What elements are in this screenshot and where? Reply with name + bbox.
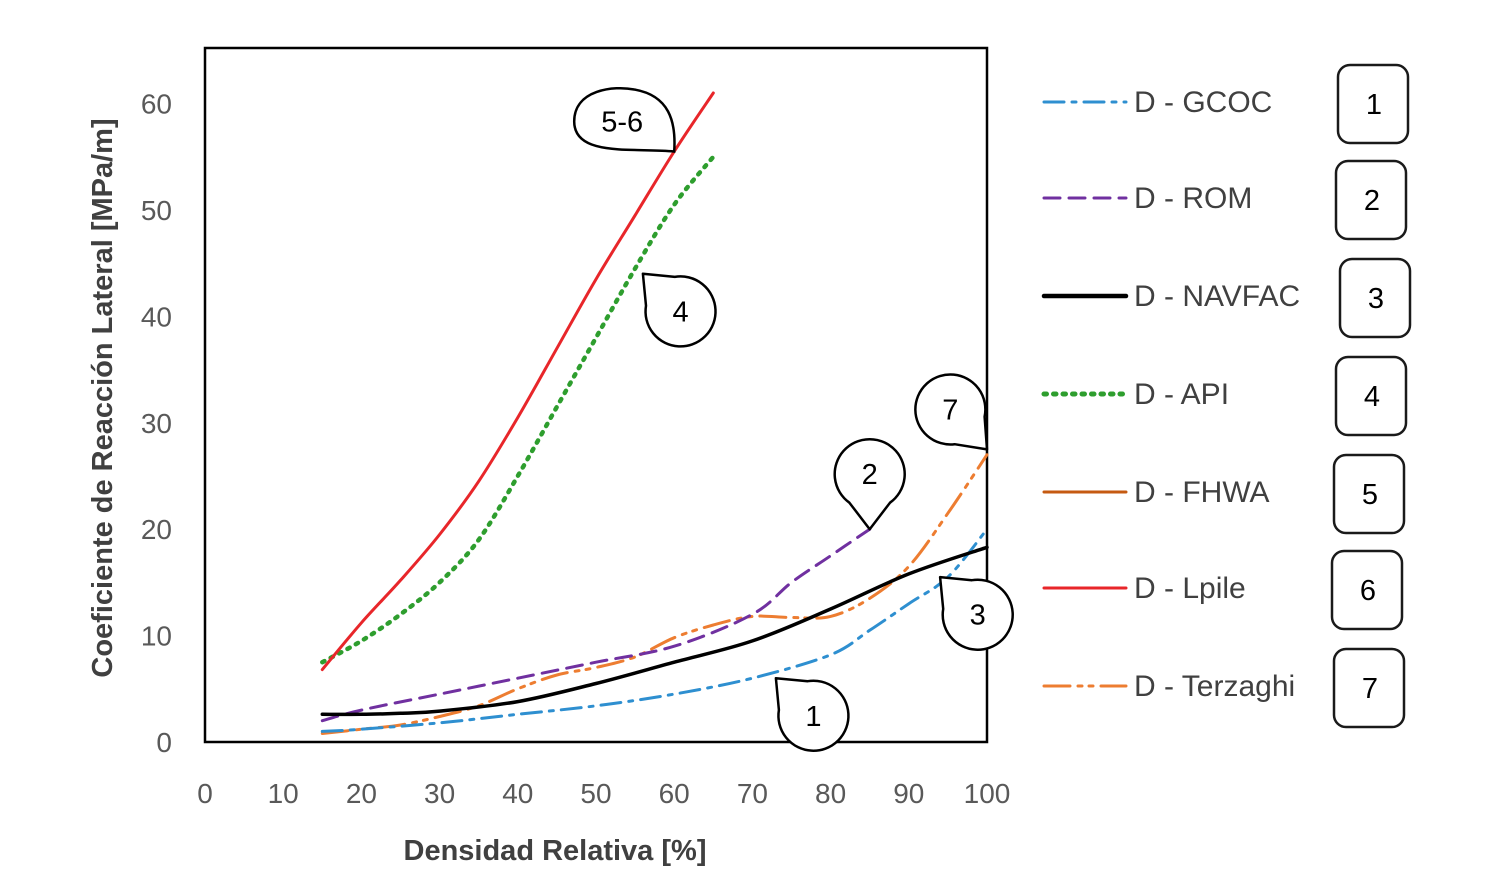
series-line-terzaghi bbox=[320, 453, 989, 735]
x-tick-label: 50 bbox=[580, 778, 611, 809]
x-tick-label: 70 bbox=[737, 778, 768, 809]
legend-badge bbox=[1332, 453, 1406, 535]
callout-label: 5-6 bbox=[601, 106, 643, 138]
y-tick-label: 30 bbox=[141, 408, 172, 439]
callout-5-6: 5-6 bbox=[572, 86, 676, 153]
legend-item-rom: D - ROM 2 bbox=[1042, 159, 1408, 241]
callout-shape bbox=[833, 437, 906, 531]
legend-label: D - NAVFAC bbox=[1134, 280, 1300, 313]
series-line-navfac bbox=[320, 545, 989, 717]
legend-badge-number: 7 bbox=[1362, 673, 1378, 705]
x-tick-label: 0 bbox=[197, 778, 213, 809]
callout-layer: 5-6 4 2 7 3 1 bbox=[572, 86, 1014, 752]
legend-badge-number: 5 bbox=[1362, 479, 1378, 511]
legend: D - GCOC 1D - ROM 2D - NAVFAC 3D - API 4D - … bbox=[1041, 63, 1412, 729]
plot-area-frame bbox=[203, 46, 989, 744]
legend-label: D - FHWA bbox=[1134, 476, 1270, 509]
callout-shape bbox=[641, 272, 717, 348]
callout-3: 3 bbox=[938, 575, 1014, 651]
x-tick-label: 10 bbox=[268, 778, 299, 809]
series-line-lpile bbox=[320, 91, 715, 672]
y-axis-label: Coeficiente de Reacción Lateral [MPa/m] bbox=[87, 118, 119, 677]
y-tick-labels: 0 10 20 30 40 50 60 bbox=[141, 89, 172, 758]
callout-label: 7 bbox=[942, 394, 958, 426]
callout-shape bbox=[914, 373, 989, 451]
legend-label: D - ROM bbox=[1134, 182, 1252, 215]
callout-shape bbox=[572, 86, 676, 153]
x-tick-label: 60 bbox=[659, 778, 690, 809]
callout-2: 2 bbox=[833, 437, 906, 531]
y-tick-label: 10 bbox=[141, 621, 172, 652]
legend-label: D - Terzaghi bbox=[1134, 670, 1295, 703]
legend-label: D - GCOC bbox=[1134, 86, 1272, 119]
legend-badge bbox=[1334, 355, 1408, 437]
callout-label: 2 bbox=[862, 459, 878, 491]
x-tick-labels: 0 10 20 30 40 50 60 70 80 90 100 bbox=[197, 778, 1010, 809]
y-tick-label: 40 bbox=[141, 301, 172, 332]
series-layer bbox=[320, 91, 989, 735]
legend-badge bbox=[1336, 63, 1410, 145]
legend-badge-number: 4 bbox=[1364, 381, 1380, 413]
legend-item-fhwa: D - FHWA 5 bbox=[1042, 453, 1406, 535]
x-tick-label: 20 bbox=[346, 778, 377, 809]
callout-shape bbox=[774, 676, 850, 752]
callout-1: 1 bbox=[774, 676, 850, 752]
legend-badge bbox=[1332, 647, 1406, 729]
legend-item-navfac: D - NAVFAC 3 bbox=[1041, 257, 1412, 339]
y-tick-label: 60 bbox=[141, 89, 172, 120]
callout-label: 1 bbox=[805, 701, 821, 733]
legend-badge-number: 1 bbox=[1366, 89, 1382, 121]
legend-label: D - API bbox=[1134, 378, 1229, 411]
legend-badge bbox=[1338, 257, 1412, 339]
x-axis-label: Densidad Relativa [%] bbox=[404, 835, 707, 867]
legend-badge bbox=[1334, 159, 1408, 241]
legend-badge-number: 3 bbox=[1368, 283, 1384, 315]
callout-7: 7 bbox=[914, 373, 989, 451]
x-tick-label: 90 bbox=[893, 778, 924, 809]
callout-shape bbox=[938, 575, 1014, 651]
x-tick-label: 40 bbox=[502, 778, 533, 809]
series-line-gcoc bbox=[320, 527, 989, 733]
legend-item-lpile: D - Lpile 6 bbox=[1042, 549, 1404, 631]
x-tick-label: 30 bbox=[424, 778, 455, 809]
callout-4: 4 bbox=[641, 272, 717, 348]
legend-item-api: D - API 4 bbox=[1041, 355, 1408, 437]
legend-label: D - Lpile bbox=[1134, 572, 1246, 605]
y-tick-label: 20 bbox=[141, 514, 172, 545]
x-tick-label: 100 bbox=[964, 778, 1011, 809]
legend-badge-number: 2 bbox=[1364, 185, 1380, 217]
legend-badge-number: 6 bbox=[1360, 575, 1376, 607]
legend-badge bbox=[1330, 549, 1404, 631]
y-tick-label: 0 bbox=[156, 727, 172, 758]
series-line-rom bbox=[320, 527, 872, 723]
legend-item-gcoc: D - GCOC 1 bbox=[1042, 63, 1410, 145]
callout-label: 3 bbox=[970, 600, 986, 632]
callout-label: 4 bbox=[672, 296, 688, 328]
x-tick-label: 80 bbox=[815, 778, 846, 809]
y-tick-label: 50 bbox=[141, 195, 172, 226]
series-line-api bbox=[320, 154, 716, 665]
legend-item-terzaghi: D - Terzaghi 7 bbox=[1042, 647, 1406, 729]
